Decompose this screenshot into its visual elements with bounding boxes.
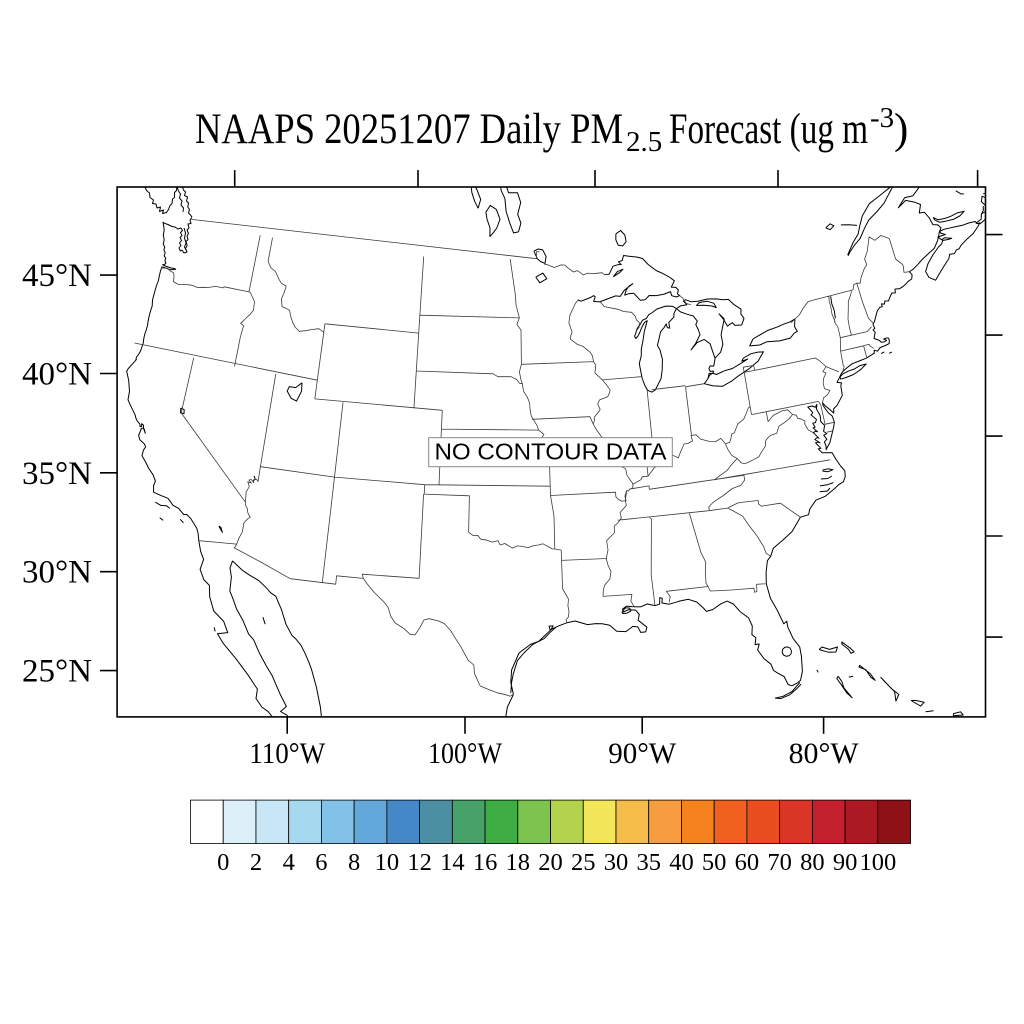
svg-text:): ) (894, 106, 908, 153)
svg-text:100°W: 100°W (428, 737, 503, 770)
svg-text:30: 30 (604, 849, 629, 876)
svg-text:60: 60 (735, 849, 760, 876)
svg-text:35°N: 35°N (22, 456, 92, 492)
svg-text:2: 2 (250, 849, 262, 876)
svg-text:90°W: 90°W (608, 737, 677, 770)
svg-text:6: 6 (315, 849, 327, 876)
svg-text:30°N: 30°N (22, 555, 92, 591)
svg-text:25°N: 25°N (22, 654, 92, 690)
svg-text:90: 90 (833, 849, 858, 876)
svg-text:18: 18 (506, 849, 531, 876)
svg-text:Forecast (ug m: Forecast (ug m (669, 106, 868, 153)
svg-text:25: 25 (571, 849, 596, 876)
svg-text:70: 70 (767, 849, 792, 876)
svg-text:16: 16 (473, 849, 498, 876)
svg-text:0: 0 (217, 849, 229, 876)
svg-text:2.5: 2.5 (626, 126, 662, 158)
svg-text:100: 100 (859, 849, 896, 876)
svg-text:14: 14 (440, 849, 465, 876)
svg-text:50: 50 (702, 849, 727, 876)
svg-text:35: 35 (636, 849, 661, 876)
svg-text:40°N: 40°N (22, 357, 92, 393)
svg-text:20: 20 (538, 849, 563, 876)
svg-text:80: 80 (800, 849, 825, 876)
svg-text:40: 40 (669, 849, 694, 876)
svg-text:-3: -3 (870, 102, 894, 134)
svg-text:NO CONTOUR DATA: NO CONTOUR DATA (435, 439, 668, 465)
svg-text:12: 12 (407, 849, 432, 876)
svg-text:45°N: 45°N (22, 258, 92, 294)
svg-text:10: 10 (375, 849, 400, 876)
svg-text:8: 8 (348, 849, 360, 876)
svg-text:80°W: 80°W (789, 737, 860, 770)
svg-text:4: 4 (283, 849, 295, 876)
svg-text:NAAPS 20251207 Daily PM: NAAPS 20251207 Daily PM (195, 106, 623, 153)
svg-text:110°W: 110°W (249, 737, 326, 770)
